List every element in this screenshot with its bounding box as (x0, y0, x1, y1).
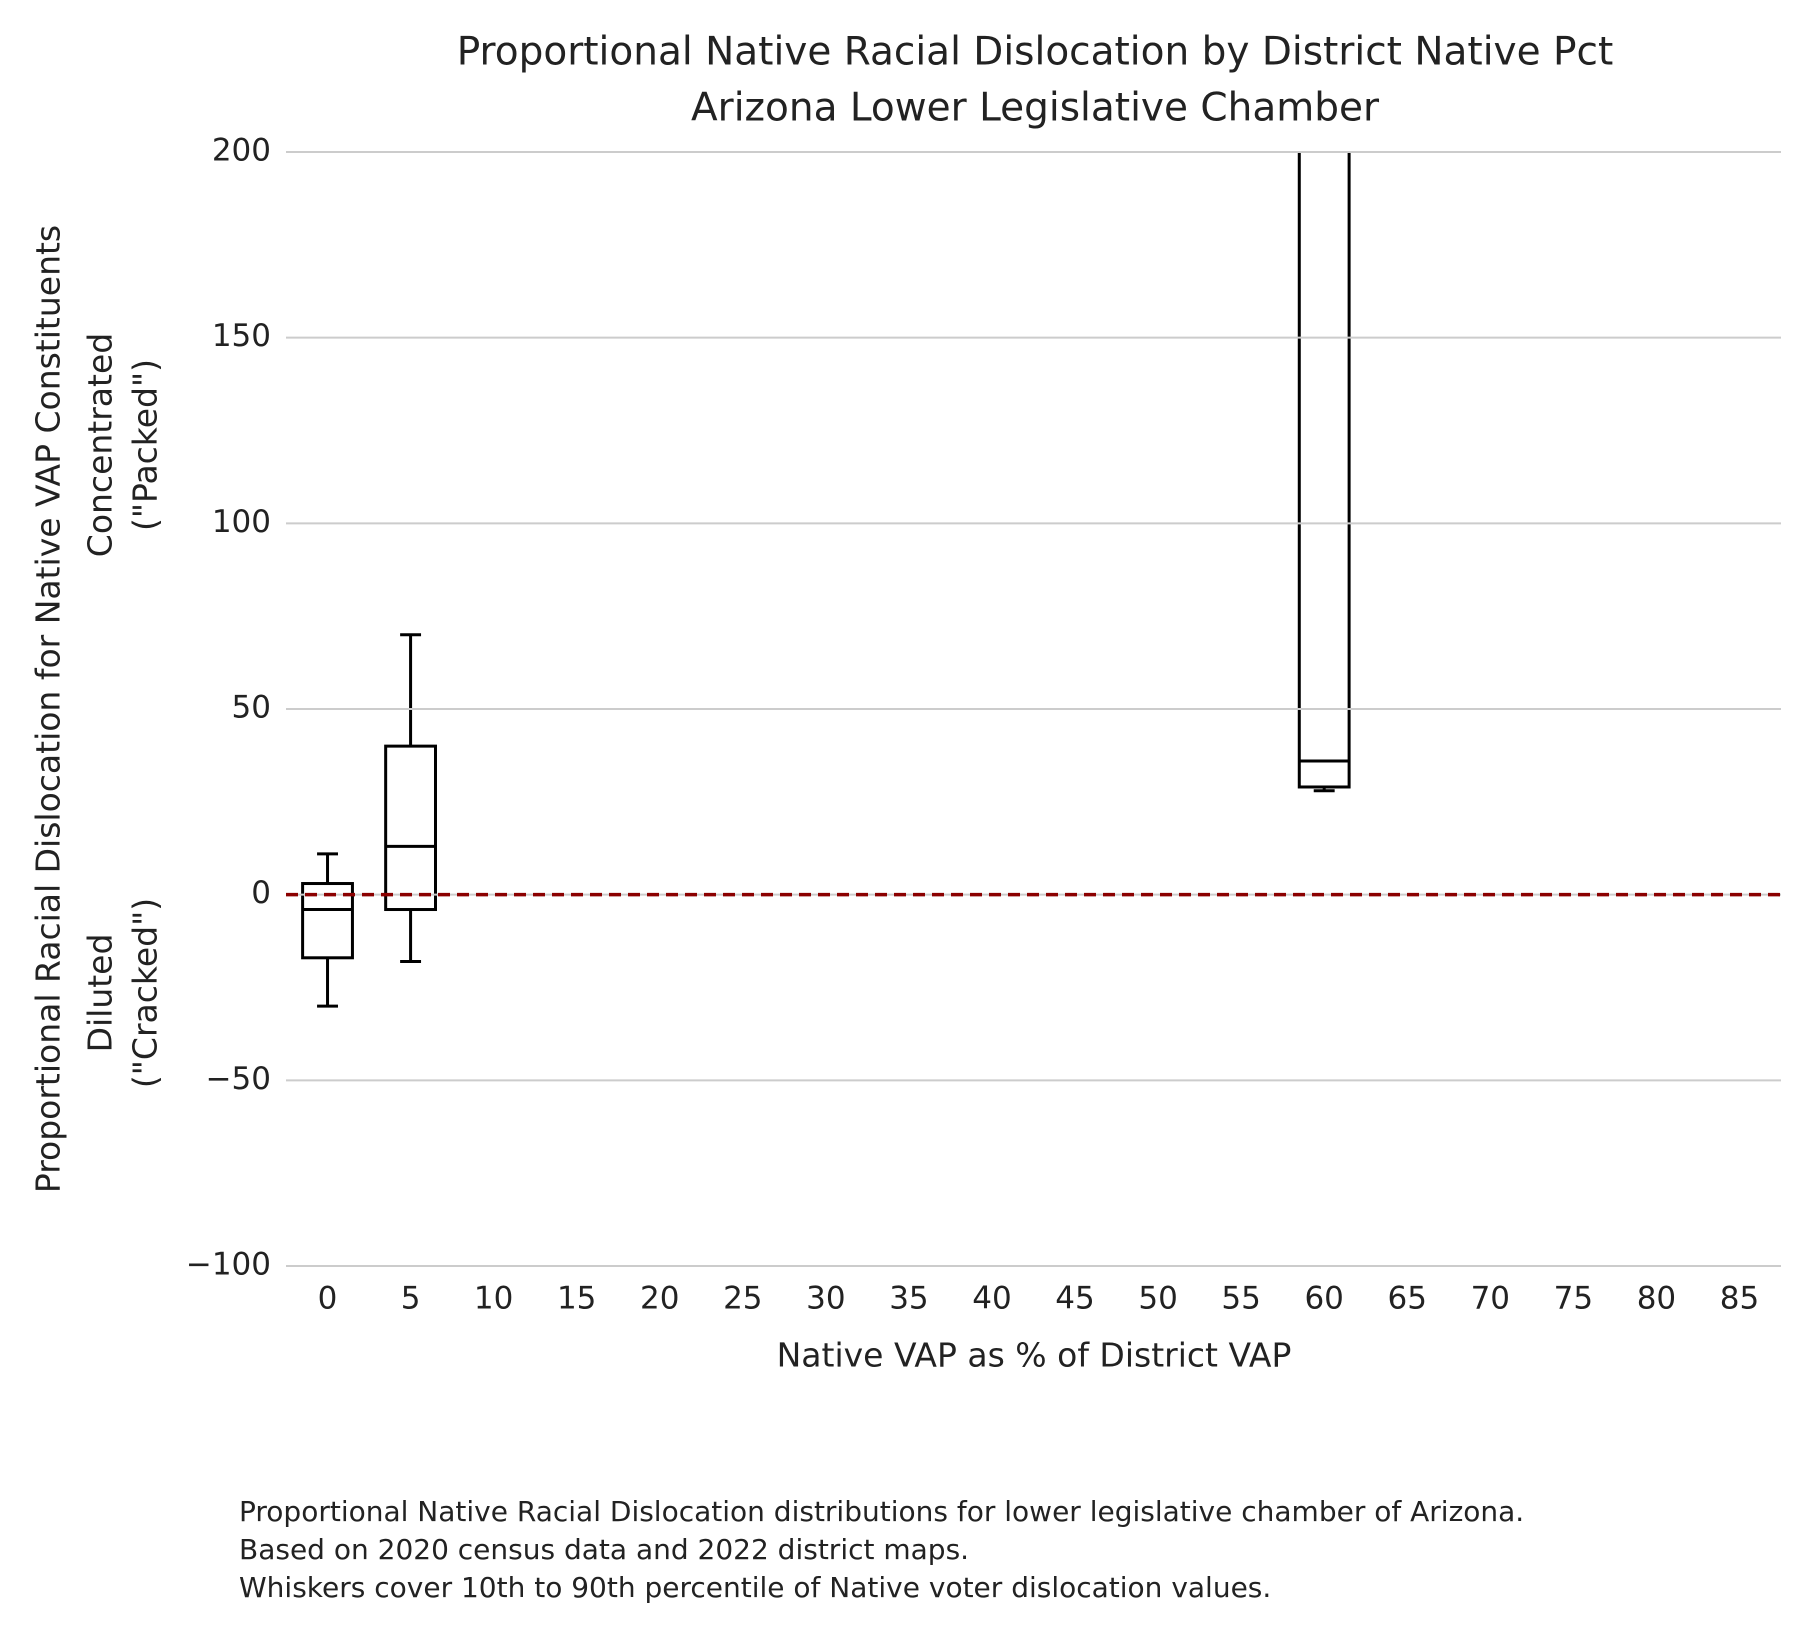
y-axis-label-lower: Diluted (81, 934, 120, 1053)
box (1297, 152, 1351, 789)
y-axis-label-lower: ("Cracked") (126, 898, 165, 1088)
y-tick-label: 150 (212, 318, 271, 354)
box (384, 744, 437, 912)
x-tick-label: 35 (889, 1281, 928, 1317)
x-tick-label: 25 (723, 1281, 762, 1317)
x-tick-label: 85 (1720, 1281, 1759, 1317)
chart-title: Arizona Lower Legislative Chamber (691, 86, 1380, 131)
x-tick-label: 0 (318, 1281, 338, 1317)
chart-title: Proportional Native Racial Dislocation b… (457, 30, 1614, 75)
x-tick-label: 70 (1471, 1281, 1510, 1317)
x-tick-label: 80 (1637, 1281, 1676, 1317)
x-tick-label: 20 (640, 1281, 679, 1317)
x-tick-label: 55 (1221, 1281, 1260, 1317)
y-tick-label: −100 (186, 1247, 271, 1283)
caption: Proportional Native Racial Dislocation d… (239, 1495, 1524, 1528)
x-axis-label: Native VAP as % of District VAP (777, 1336, 1292, 1375)
y-tick-label: 100 (212, 504, 271, 540)
y-tick-label: 0 (251, 875, 271, 911)
x-tick-label: 5 (401, 1281, 421, 1317)
x-tick-label: 65 (1388, 1281, 1427, 1317)
x-tick-label: 40 (972, 1281, 1011, 1317)
caption: Whiskers cover 10th to 90th percentile o… (239, 1571, 1271, 1604)
x-tick-label: 60 (1304, 1281, 1343, 1317)
caption: Based on 2020 census data and 2022 distr… (239, 1533, 969, 1566)
y-axis-label: Proportional Racial Dislocation for Nati… (29, 225, 68, 1193)
y-tick-label: −50 (206, 1061, 271, 1097)
y-axis-label-upper: Concentrated (81, 333, 120, 557)
x-tick-label: 75 (1554, 1281, 1593, 1317)
x-tick-label: 30 (806, 1281, 845, 1317)
plot-area (301, 152, 1351, 1008)
y-axis-label-upper: ("Packed") (126, 359, 165, 531)
x-tick-label: 15 (557, 1281, 596, 1317)
x-tick-label: 10 (474, 1281, 513, 1317)
y-tick-label: 200 (212, 133, 271, 169)
y-tick-label: 50 (232, 690, 271, 726)
x-tick-label: 45 (1055, 1281, 1094, 1317)
x-tick-label: 50 (1138, 1281, 1177, 1317)
